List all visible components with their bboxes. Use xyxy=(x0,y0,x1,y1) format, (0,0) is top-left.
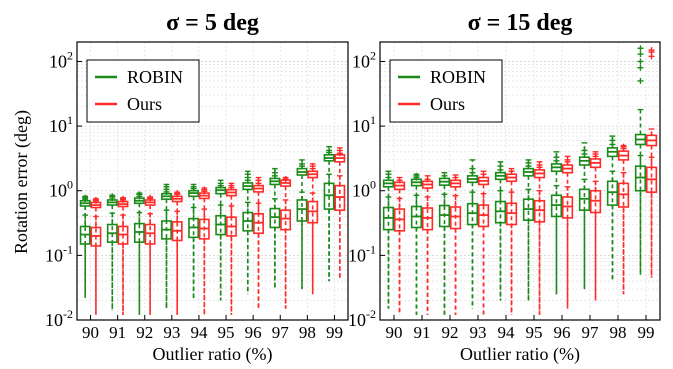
legend-box xyxy=(86,59,200,123)
y-tick-label: 101 xyxy=(352,113,376,136)
box-upper-ours xyxy=(225,182,237,315)
box-upper-ours xyxy=(505,167,518,315)
x-tick-label: 92 xyxy=(442,323,459,342)
box-upper-ours xyxy=(477,170,490,315)
x-tick-label: 90 xyxy=(82,323,99,342)
y-tick-label: 10-1 xyxy=(348,242,376,265)
y-tick-label: 100 xyxy=(49,178,73,201)
y-tick-label: 101 xyxy=(49,113,73,136)
x-tick-label: 96 xyxy=(554,323,571,342)
box-lower-robin xyxy=(438,193,451,315)
panel-sigma-5: σ = 5 deg 10-2 10-1 100 101 102 90 91 92 93 94 95 96… xyxy=(45,10,349,365)
legend: ROBIN Ours xyxy=(86,59,200,123)
y-tick-label: 10-2 xyxy=(45,307,73,330)
x-tick-label: 91 xyxy=(109,323,126,342)
x-tick-label: 99 xyxy=(638,323,655,342)
box-upper-robin xyxy=(215,179,227,301)
box-upper-robin xyxy=(634,45,647,275)
x-tick-label: 90 xyxy=(386,323,403,342)
legend-box xyxy=(389,59,503,123)
box-upper-ours xyxy=(533,161,546,315)
box-lower-ours xyxy=(561,186,574,309)
box-upper-robin xyxy=(133,191,145,315)
legend-label: Ours xyxy=(127,94,162,114)
box-upper-robin xyxy=(296,159,308,290)
box-upper-ours xyxy=(280,175,292,309)
box-upper-robin xyxy=(382,170,395,309)
box-upper-robin xyxy=(79,194,91,298)
x-tick-label: 99 xyxy=(326,323,343,342)
box-upper-ours xyxy=(561,155,574,309)
box-body xyxy=(533,199,546,223)
box-upper-robin xyxy=(606,135,619,282)
x-tick-label: 94 xyxy=(190,323,208,342)
y-axis-label: Rotation error (deg) xyxy=(11,110,32,254)
legend-label: Ours xyxy=(430,94,465,114)
box-upper-robin xyxy=(161,183,172,309)
x-tick-label: 93 xyxy=(470,323,487,342)
x-ticks: 90 91 92 93 94 95 96 97 98 99 xyxy=(82,315,343,342)
chart-title: σ = 5 deg xyxy=(166,10,259,36)
box-lower-ours xyxy=(421,196,434,315)
box-upper-ours xyxy=(171,190,183,315)
x-tick-label: 92 xyxy=(136,323,153,342)
x-tick-label: 98 xyxy=(610,323,627,342)
box-upper-ours xyxy=(645,47,658,278)
box-upper-robin xyxy=(242,170,254,295)
box-body xyxy=(280,209,292,231)
y-ticks: 10-2 10-1 100 101 102 xyxy=(45,48,82,330)
x-tick-label: 95 xyxy=(526,323,543,342)
box-upper-ours xyxy=(144,194,156,315)
box-upper-ours xyxy=(307,163,319,295)
box-upper-ours xyxy=(589,151,602,301)
box-upper-robin xyxy=(188,183,200,301)
legend-label: ROBIN xyxy=(127,67,183,87)
plot-frame xyxy=(76,41,349,321)
plot-frame xyxy=(379,41,661,321)
box-upper-ours xyxy=(617,143,630,295)
y-tick-label: 102 xyxy=(49,48,73,71)
x-tick-label: 94 xyxy=(498,323,516,342)
y-tick-label: 100 xyxy=(352,178,376,201)
x-tick-label: 93 xyxy=(163,323,180,342)
box-upper-ours xyxy=(117,195,129,315)
x-tick-label: 97 xyxy=(272,323,290,342)
chart-title: σ = 15 deg xyxy=(468,10,573,36)
y-tick-label: 10-1 xyxy=(45,242,73,265)
x-tick-label: 91 xyxy=(414,323,431,342)
box-upper-robin xyxy=(323,145,335,282)
box-upper-robin xyxy=(410,172,423,315)
box-upper-ours xyxy=(393,176,406,315)
box-upper-ours xyxy=(198,186,210,315)
x-tick-label: 96 xyxy=(245,323,262,342)
x-axis-label: Outlier ratio (%) xyxy=(153,344,273,365)
box-upper-ours xyxy=(334,147,346,278)
box-upper-ours xyxy=(90,196,102,315)
box-upper-robin xyxy=(522,159,535,301)
y-tick-label: 10-2 xyxy=(348,307,376,330)
x-tick-label: 97 xyxy=(582,323,600,342)
box-upper-robin xyxy=(269,167,281,290)
box-upper-robin xyxy=(466,159,479,309)
box-upper-ours xyxy=(449,174,462,315)
box-upper-robin xyxy=(438,172,451,315)
y-tick-label: 102 xyxy=(352,48,376,71)
box-upper-robin xyxy=(578,142,591,290)
x-tick-label: 98 xyxy=(299,323,316,342)
y-ticks: 10-2 10-1 100 101 102 xyxy=(348,48,385,330)
box-lower-ours xyxy=(171,210,183,315)
x-axis-label: Outlier ratio (%) xyxy=(460,344,580,365)
x-tick-label: 95 xyxy=(218,323,235,342)
box-upper-ours xyxy=(421,175,434,315)
legend: ROBIN Ours xyxy=(389,59,503,123)
legend-label: ROBIN xyxy=(430,67,486,87)
box-upper-robin xyxy=(550,151,563,295)
box-upper-robin xyxy=(494,161,507,301)
box-upper-robin xyxy=(106,193,118,311)
x-ticks: 90 91 92 93 94 95 96 97 98 99 xyxy=(386,315,655,342)
box-upper-ours xyxy=(253,176,264,309)
